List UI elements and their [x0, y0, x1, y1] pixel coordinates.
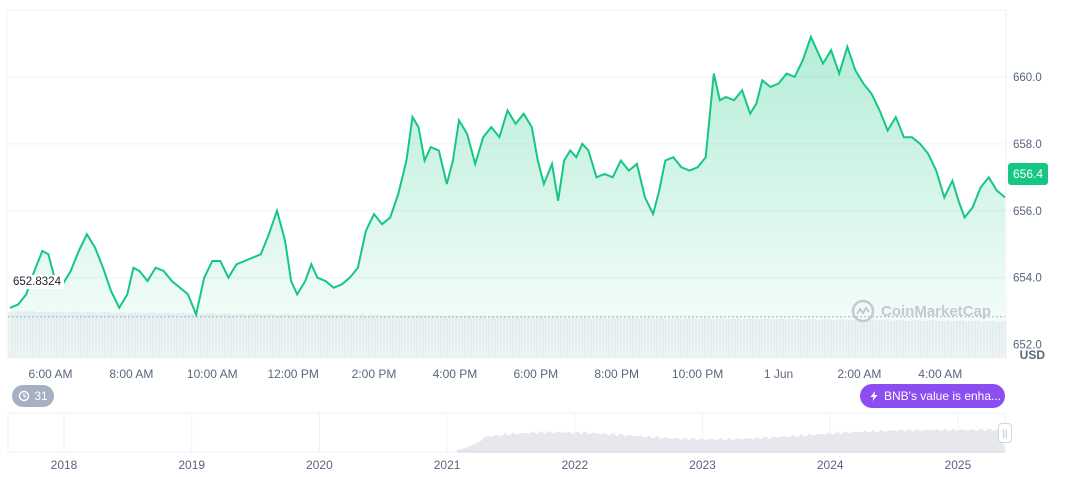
events-count: 31 — [34, 389, 48, 403]
year-label: 2020 — [306, 458, 333, 472]
x-tick-label: 1 Jun — [764, 367, 793, 381]
year-label: 2019 — [178, 458, 205, 472]
volume-bar — [8, 311, 11, 358]
y-tick-label: 656.0 — [1013, 206, 1042, 218]
price-area — [10, 36, 1005, 359]
x-axis-ticks: 6:00 AM 8:00 AM 10:00 AM 12:00 PM 2:00 PM 4:0… — [28, 367, 962, 381]
currency-label: USD — [1019, 348, 1045, 362]
current-price-badge: 656.4 — [1008, 163, 1048, 185]
y-tick-label: 652.0 — [1013, 340, 1042, 352]
overview-navigator[interactable] — [7, 412, 1006, 453]
x-tick-label: 2:00 AM — [837, 367, 881, 381]
x-tick-label: 6:00 PM — [513, 367, 558, 381]
x-tick-label: 6:00 AM — [28, 367, 72, 381]
x-tick-label: 10:00 PM — [672, 367, 723, 381]
news-event-pill[interactable]: BNB's value is enha... — [860, 384, 1005, 408]
watermark: CoinMarketCap — [851, 299, 991, 323]
year-label: 2022 — [561, 458, 588, 472]
overview-year-ticks: 2018 2019 2020 2021 2022 2023 2024 2025 — [51, 458, 972, 472]
year-label: 2021 — [434, 458, 461, 472]
volume-bar — [1004, 321, 1007, 358]
overview-area — [457, 428, 1006, 452]
range-drag-handle[interactable]: || — [998, 423, 1012, 443]
year-label: 2023 — [689, 458, 716, 472]
y-axis-ticks: 652.0 654.0 656.0 658.0 660.0 — [1013, 72, 1042, 352]
x-tick-label: 4:00 PM — [433, 367, 478, 381]
watermark-text: CoinMarketCap — [881, 302, 992, 320]
x-tick-label: 12:00 PM — [267, 367, 318, 381]
coinmarketcap-logo-icon — [851, 299, 875, 323]
low-price-label: 652.8324 — [10, 275, 64, 289]
events-button[interactable]: 31 — [12, 385, 54, 407]
y-tick-label: 660.0 — [1013, 72, 1042, 84]
x-tick-label: 10:00 AM — [187, 367, 238, 381]
price-line — [9, 34, 1006, 318]
lightning-icon — [870, 391, 878, 401]
year-label: 2024 — [817, 458, 844, 472]
news-event-label: BNB's value is enha... — [884, 389, 1002, 403]
x-tick-label: 4:00 AM — [918, 367, 962, 381]
x-tick-label: 2:00 PM — [352, 367, 397, 381]
x-tick-label: 8:00 PM — [594, 367, 639, 381]
year-label: 2025 — [945, 458, 972, 472]
x-tick-label: 8:00 AM — [109, 367, 153, 381]
year-label: 2018 — [51, 458, 78, 472]
history-icon — [19, 390, 30, 402]
y-tick-label: 654.0 — [1013, 273, 1042, 285]
y-tick-label: 658.0 — [1013, 139, 1042, 151]
